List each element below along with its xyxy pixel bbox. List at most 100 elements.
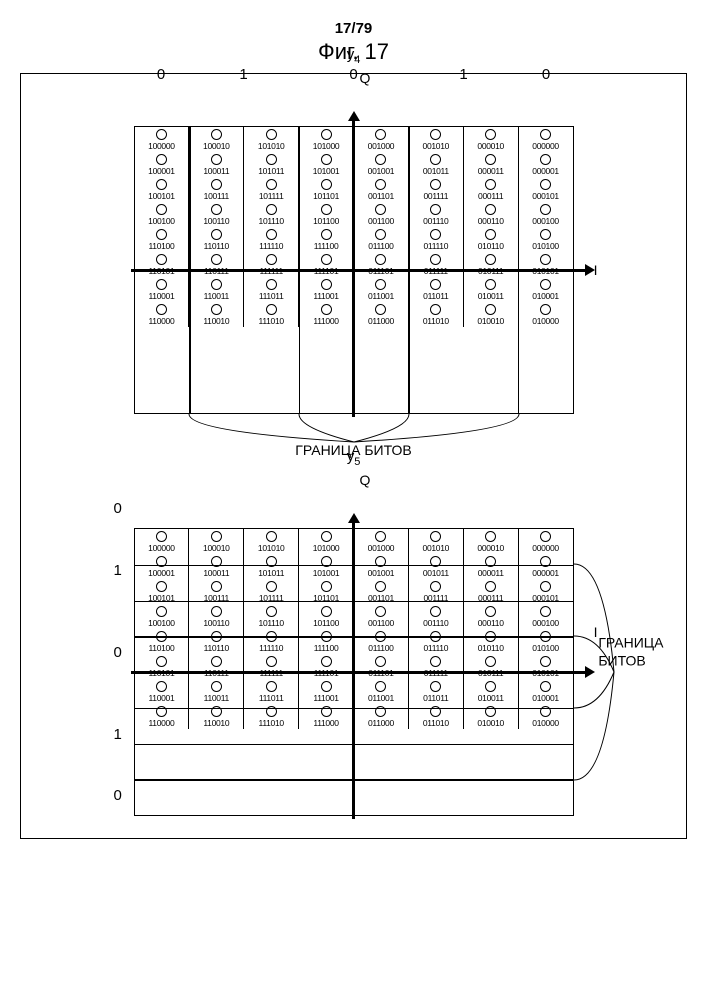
constellation-cell: 011101	[354, 252, 409, 277]
constellation-cell: 100011	[189, 554, 244, 579]
constellation-cell: 000110	[464, 604, 519, 629]
column-group-divider	[299, 127, 301, 413]
constellation-point	[156, 254, 167, 265]
constellation-point	[430, 581, 441, 592]
constellation-cell: 010011	[464, 679, 519, 704]
bit-label: 000001	[532, 166, 559, 176]
constellation-cell: 110111	[189, 252, 244, 277]
bit-label: 101110	[259, 618, 284, 628]
bit-label: 110001	[148, 693, 174, 703]
constellation-point	[540, 606, 551, 617]
constellation-cell: 100100	[135, 202, 190, 227]
constellation-point	[266, 279, 277, 290]
bit-label: 100101	[148, 191, 175, 201]
constellation-cell: 111101	[299, 252, 354, 277]
bit-label: 101100	[313, 618, 339, 628]
caption-line: БИТОВ	[598, 652, 645, 668]
constellation-point	[266, 531, 277, 542]
constellation-point	[540, 581, 551, 592]
constellation-cell: 011001	[354, 679, 409, 704]
constellation-point	[211, 279, 222, 290]
constellation-point	[321, 531, 332, 542]
constellation-cell: 000001	[519, 152, 573, 177]
constellation-cell: 111001	[299, 679, 354, 704]
bit-label: 010001	[532, 693, 559, 703]
constellation-point	[485, 531, 496, 542]
constellation-point	[485, 129, 496, 140]
bit-label: 000000	[532, 141, 559, 151]
constellation-point	[211, 531, 222, 542]
bit-label: 001100	[368, 618, 394, 628]
constellation-cell: 001011	[409, 554, 464, 579]
bit-label: 110011	[204, 693, 229, 703]
bit-label: 100011	[203, 568, 229, 578]
bit-label: 111001	[313, 693, 338, 703]
constellation-cell: 101000	[299, 529, 354, 554]
bit-label: 011100	[368, 241, 393, 251]
constellation-cell: 010100	[519, 629, 573, 654]
constellation-point	[375, 531, 386, 542]
column-group-label: 0	[134, 66, 189, 83]
constellation-point	[156, 581, 167, 592]
row-group-label: 0	[114, 775, 122, 816]
bit-label: 100101	[148, 593, 175, 603]
bit-label: 000100	[532, 618, 559, 628]
constellation-cell: 000001	[519, 554, 573, 579]
bit-label: 001101	[368, 191, 394, 201]
constellation-point	[430, 154, 441, 165]
bit-label: 010000	[532, 316, 559, 326]
bit-label: 110010	[203, 718, 229, 728]
bit-label: 001010	[423, 141, 450, 151]
constellation-point	[375, 279, 386, 290]
bit-label: 010001	[532, 291, 559, 301]
bit-label: 001000	[368, 141, 395, 151]
constellation-point	[266, 581, 277, 592]
bit-label: 000000	[532, 543, 559, 553]
constellation-cell: 011110	[409, 629, 464, 654]
constellation-cell: 000011	[464, 152, 519, 177]
constellation-cell: 010110	[464, 227, 519, 252]
q-axis	[352, 117, 355, 417]
column-group-divider	[518, 127, 520, 413]
constellation-cell: 001001	[354, 152, 409, 177]
constellation-cell: 100010	[189, 529, 244, 554]
constellation-point	[321, 254, 332, 265]
bit-label: 000011	[478, 568, 504, 578]
bit-label: 100111	[204, 191, 229, 201]
constellation-cell: 000011	[464, 554, 519, 579]
bit-label: 001111	[423, 593, 448, 603]
column-group-label: 1	[409, 66, 519, 83]
constellation-cell: 100000	[135, 127, 190, 152]
constellation-point	[321, 681, 332, 692]
constellation-point	[485, 254, 496, 265]
row-divider	[135, 708, 573, 709]
bit-label: 101011	[258, 568, 284, 578]
i-axis-arrow	[585, 264, 595, 276]
bit-label: 001011	[423, 166, 449, 176]
constellation-cell: 011011	[409, 277, 464, 302]
constellation-point	[430, 229, 441, 240]
row-group-headers: 01010	[114, 488, 122, 816]
constellation-cell: 101011	[244, 152, 299, 177]
constellation-cell: 110100	[135, 629, 190, 654]
bit-label: 011000	[368, 316, 394, 326]
bit-label: 101010	[258, 141, 285, 151]
constellation-cell: 011101	[354, 654, 409, 679]
bit-label: 100111	[204, 593, 229, 603]
bit-label: 100010	[203, 543, 230, 553]
constellation-point	[266, 254, 277, 265]
bit-label: 110110	[204, 241, 229, 251]
bit-label: 010010	[477, 316, 504, 326]
constellation-cell: 111001	[299, 277, 354, 302]
constellation-cell: 110110	[189, 227, 244, 252]
constellation-point	[430, 681, 441, 692]
bit-label: 011110	[423, 643, 448, 653]
constellation-point	[485, 229, 496, 240]
constellation-point	[266, 681, 277, 692]
constellation-cell: 001110	[409, 604, 464, 629]
constellation-point	[540, 531, 551, 542]
constellation-point	[211, 154, 222, 165]
constellation-point	[540, 681, 551, 692]
constellation-cell: 001100	[354, 604, 409, 629]
row-divider	[135, 601, 573, 602]
